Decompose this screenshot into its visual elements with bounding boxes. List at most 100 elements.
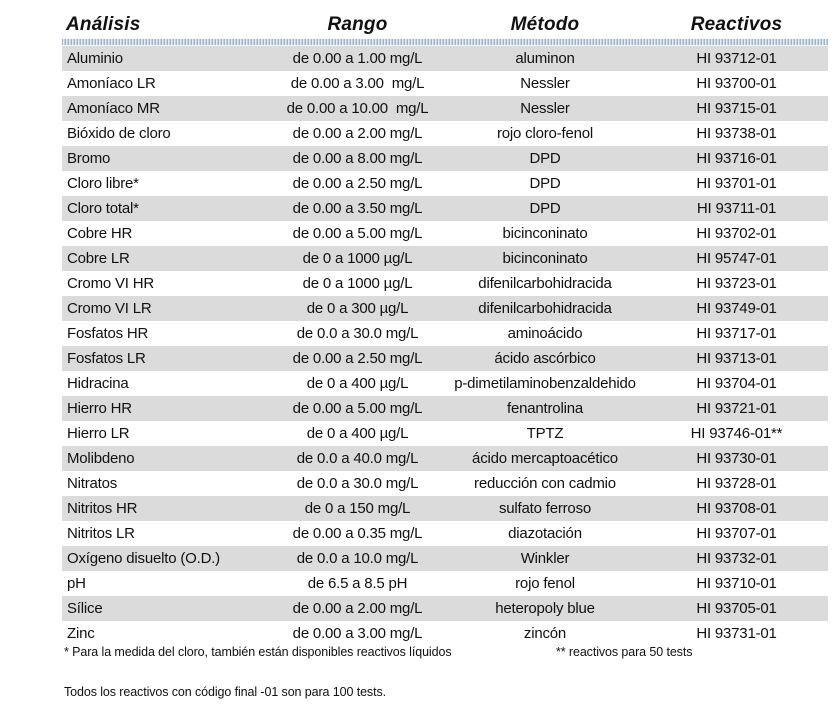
analysis-cell: Nitratos [67, 475, 118, 492]
method-cell: p-dimetilaminobenzaldehido [454, 375, 636, 392]
range-cell: de 0.00 a 3.00 mg/L [290, 75, 425, 92]
method-cell: diazotación [508, 525, 582, 542]
method-cell: heteropoly blue [495, 600, 595, 617]
table-row: Cromo VI LR de 0 a 300 µg/L difenilcarbohi… [62, 296, 828, 321]
reagent-cell: HI 93711-01 [696, 200, 777, 217]
range-cell: de 0.00 a 8.00 mg/L [292, 150, 423, 167]
header-separator-dotted-line [62, 39, 828, 45]
reagent-cell: HI 93746-01** [690, 425, 783, 442]
reagent-cell: HI 93732-01 [696, 550, 777, 567]
analysis-cell: Cromo VI HR [67, 275, 154, 292]
method-cell: ácido mercaptoacético [472, 450, 618, 467]
range-cell: de 0.00 a 5.00 mg/L [292, 225, 423, 242]
reagent-cell: HI 93738-01 [696, 125, 777, 142]
range-cell: de 0 a 1000 µg/L [302, 250, 413, 267]
table-row: pH de 6.5 a 8.5 pH rojo fenol HI 93710-01 [62, 571, 828, 596]
table-row: Zinc de 0.00 a 3.00 mg/L zincón HI 93731-01 [62, 621, 828, 646]
column-header-analisis: Análisis [66, 14, 141, 35]
column-header-rango: Rango [327, 14, 388, 35]
reagent-cell: HI 93701-01 [696, 175, 777, 192]
table-row: Cobre HR de 0.00 a 5.00 mg/L bicinconinato… [62, 221, 828, 246]
range-cell: de 0 a 400 µg/L [306, 375, 409, 392]
analysis-cell: Amoníaco LR [67, 75, 156, 92]
footnote-fifty-tests: ** reactivos para 50 tests [556, 645, 693, 659]
table-row: Bióxido de cloro de 0.00 a 2.00 mg/L rojo … [62, 121, 828, 146]
range-cell: de 0.0 a 30.0 mg/L [296, 325, 419, 342]
analysis-cell: Nitritos HR [67, 500, 138, 517]
reagent-cell: HI 93710-01 [696, 575, 777, 592]
method-cell: Nessler [520, 100, 570, 117]
analysis-cell: Bromo [67, 150, 111, 167]
table-row: Amoníaco MR de 0.00 a 10.00 mg/L Nessler HI… [62, 96, 828, 121]
method-cell: rojo cloro-fenol [496, 125, 593, 142]
reagent-cell: HI 93708-01 [696, 500, 777, 517]
analysis-cell: Molibdeno [67, 450, 135, 467]
range-cell: de 0.00 a 1.00 mg/L [292, 50, 423, 67]
range-cell: de 0.00 a 3.50 mg/L [292, 200, 423, 217]
reagent-cell: HI 93716-01 [696, 150, 777, 167]
range-cell: de 0.00 a 10.00 mg/L [286, 100, 429, 117]
range-cell: de 0 a 1000 µg/L [302, 275, 413, 292]
range-cell: de 6.5 a 8.5 pH [307, 575, 408, 592]
reagent-cell: HI 93723-01 [696, 275, 777, 292]
method-cell: bicinconinato [502, 225, 588, 242]
range-cell: de 0 a 300 µg/L [306, 300, 409, 317]
method-cell: reducción con cadmio [474, 475, 616, 492]
method-cell: aminoácido [507, 325, 583, 342]
range-cell: de 0.0 a 10.0 mg/L [296, 550, 419, 567]
method-cell: Nessler [520, 75, 570, 92]
reagents-table: Análisis Rango Método Reactivos Aluminio… [62, 8, 828, 646]
reagent-cell: HI 93721-01 [696, 400, 777, 417]
table-row: Molibdeno de 0.0 a 40.0 mg/L ácido mercapt… [62, 446, 828, 471]
analysis-cell: Fosfatos LR [67, 350, 146, 367]
reagent-cell: HI 93712-01 [696, 50, 777, 67]
method-cell: Winkler [520, 550, 570, 567]
table-row: Hierro LR de 0 a 400 µg/L TPTZ HI 93746-01*… [62, 421, 828, 446]
method-cell: sulfato ferroso [498, 500, 592, 517]
table-row: Cobre LR de 0 a 1000 µg/L bicinconinato HI … [62, 246, 828, 271]
reagent-cell: HI 93704-01 [696, 375, 777, 392]
analysis-cell: Fosfatos HR [67, 325, 149, 342]
table-header-row: Análisis Rango Método Reactivos [62, 8, 828, 36]
method-cell: DPD [529, 200, 561, 217]
table-row: Nitritos HR de 0 a 150 mg/L sulfato ferros… [62, 496, 828, 521]
table-row: Aluminio de 0.00 a 1.00 mg/L aluminon HI 93… [62, 46, 828, 71]
analysis-cell: Hierro HR [67, 400, 132, 417]
table-row: Cloro libre* de 0.00 a 2.50 mg/L DPD HI 937… [62, 171, 828, 196]
table-row: Hierro HR de 0.00 a 5.00 mg/L fenantrolina… [62, 396, 828, 421]
table-row: Amoníaco LR de 0.00 a 3.00 mg/L Nessler HI … [62, 71, 828, 96]
analysis-cell: Zinc [67, 625, 95, 642]
reagent-cell: HI 93705-01 [696, 600, 777, 617]
reagent-cell: HI 93749-01 [696, 300, 777, 317]
table-row: Fosfatos LR de 0.00 a 2.50 mg/L ácido ascó… [62, 346, 828, 371]
analysis-cell: Cloro libre* [67, 175, 139, 192]
range-cell: de 0.00 a 2.00 mg/L [292, 600, 423, 617]
range-cell: de 0.00 a 0.35 mg/L [292, 525, 423, 542]
column-header-reactivos: Reactivos [690, 14, 783, 35]
table-row: Bromo de 0.00 a 8.00 mg/L DPD HI 93716-01 [62, 146, 828, 171]
reagent-cell: HI 93713-01 [696, 350, 777, 367]
table-row: Cloro total* de 0.00 a 3.50 mg/L DPD HI 937… [62, 196, 828, 221]
table-row: Oxígeno disuelto (O.D.) de 0.0 a 10.0 mg/… [62, 546, 828, 571]
analysis-cell: Hidracina [67, 375, 129, 392]
analysis-cell: Amoníaco MR [67, 100, 160, 117]
reagent-cell: HI 93715-01 [696, 100, 777, 117]
method-cell: fenantrolina [507, 400, 583, 417]
table-body: Aluminio de 0.00 a 1.00 mg/L aluminon HI 93… [62, 46, 828, 646]
method-cell: zincón [523, 625, 567, 642]
footnote-hundred-tests: Todos los reactivos con código final -01… [64, 685, 386, 699]
analysis-cell: Aluminio [67, 50, 123, 67]
range-cell: de 0 a 150 mg/L [304, 500, 411, 517]
reagent-cell: HI 93728-01 [696, 475, 777, 492]
analysis-cell: pH [67, 575, 86, 592]
method-cell: difenilcarbohidracida [478, 275, 612, 292]
reagent-cell: HI 93717-01 [696, 325, 777, 342]
table-row: Cromo VI HR de 0 a 1000 µg/L difenilcarboh… [62, 271, 828, 296]
reagent-cell: HI 93731-01 [696, 625, 777, 642]
analysis-cell: Nitritos LR [67, 525, 135, 542]
reagent-cell: HI 93707-01 [696, 525, 777, 542]
table-row: Nitratos de 0.0 a 30.0 mg/L reducción con … [62, 471, 828, 496]
table-row: Fosfatos HR de 0.0 a 30.0 mg/L aminoácido H… [62, 321, 828, 346]
range-cell: de 0 a 400 µg/L [306, 425, 409, 442]
